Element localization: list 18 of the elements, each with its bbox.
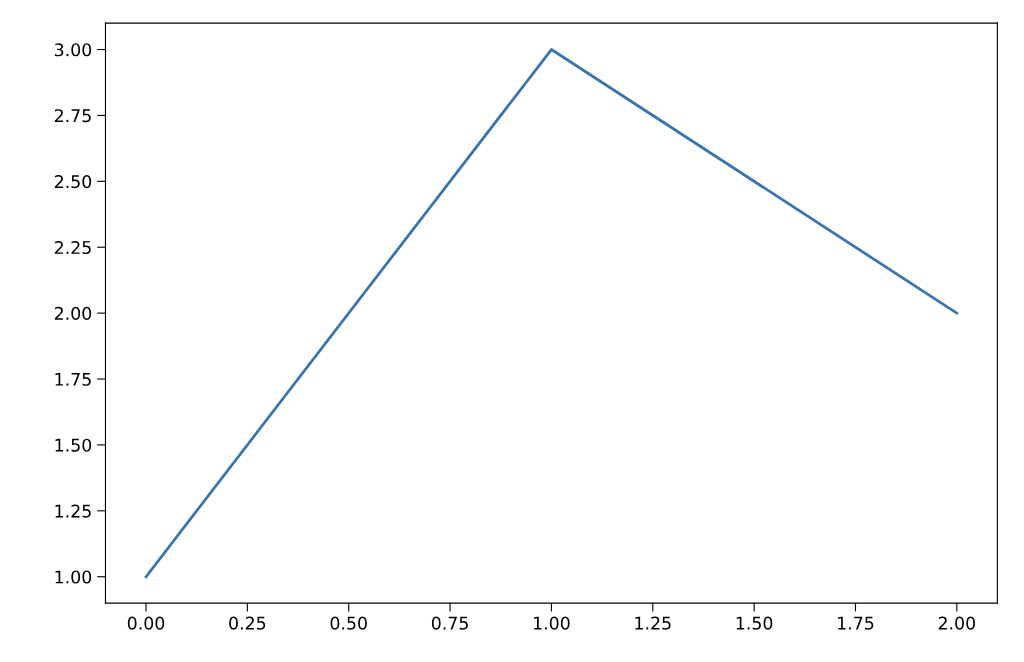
y-tick-label: 1.50 [55,438,92,452]
y-tick-label: 2.50 [54,175,92,189]
y-tick-label: 2.25 [54,240,91,255]
x-tick-label: 2.00 [938,616,976,630]
y-tick-label: 3.00 [54,43,92,57]
y-tick-label: 2.00 [54,306,92,320]
x-tick-label: 0.50 [330,616,367,630]
y-tick-label: 1.00 [55,570,92,584]
x-tick-label: 1.50 [736,616,773,630]
x-tick-label: 1.25 [635,616,671,630]
y-tick-label: 1.25 [55,504,91,518]
x-tick-label: 1.00 [534,616,570,630]
y-tick-label: 2.75 [54,109,91,123]
x-tick-label: 0.75 [431,616,468,630]
x-tick-label: 0.25 [229,616,266,630]
y-tick-label: 1.75 [55,372,91,386]
x-tick-label: 1.75 [838,616,874,630]
x-tick-label: 0.00 [127,616,165,630]
